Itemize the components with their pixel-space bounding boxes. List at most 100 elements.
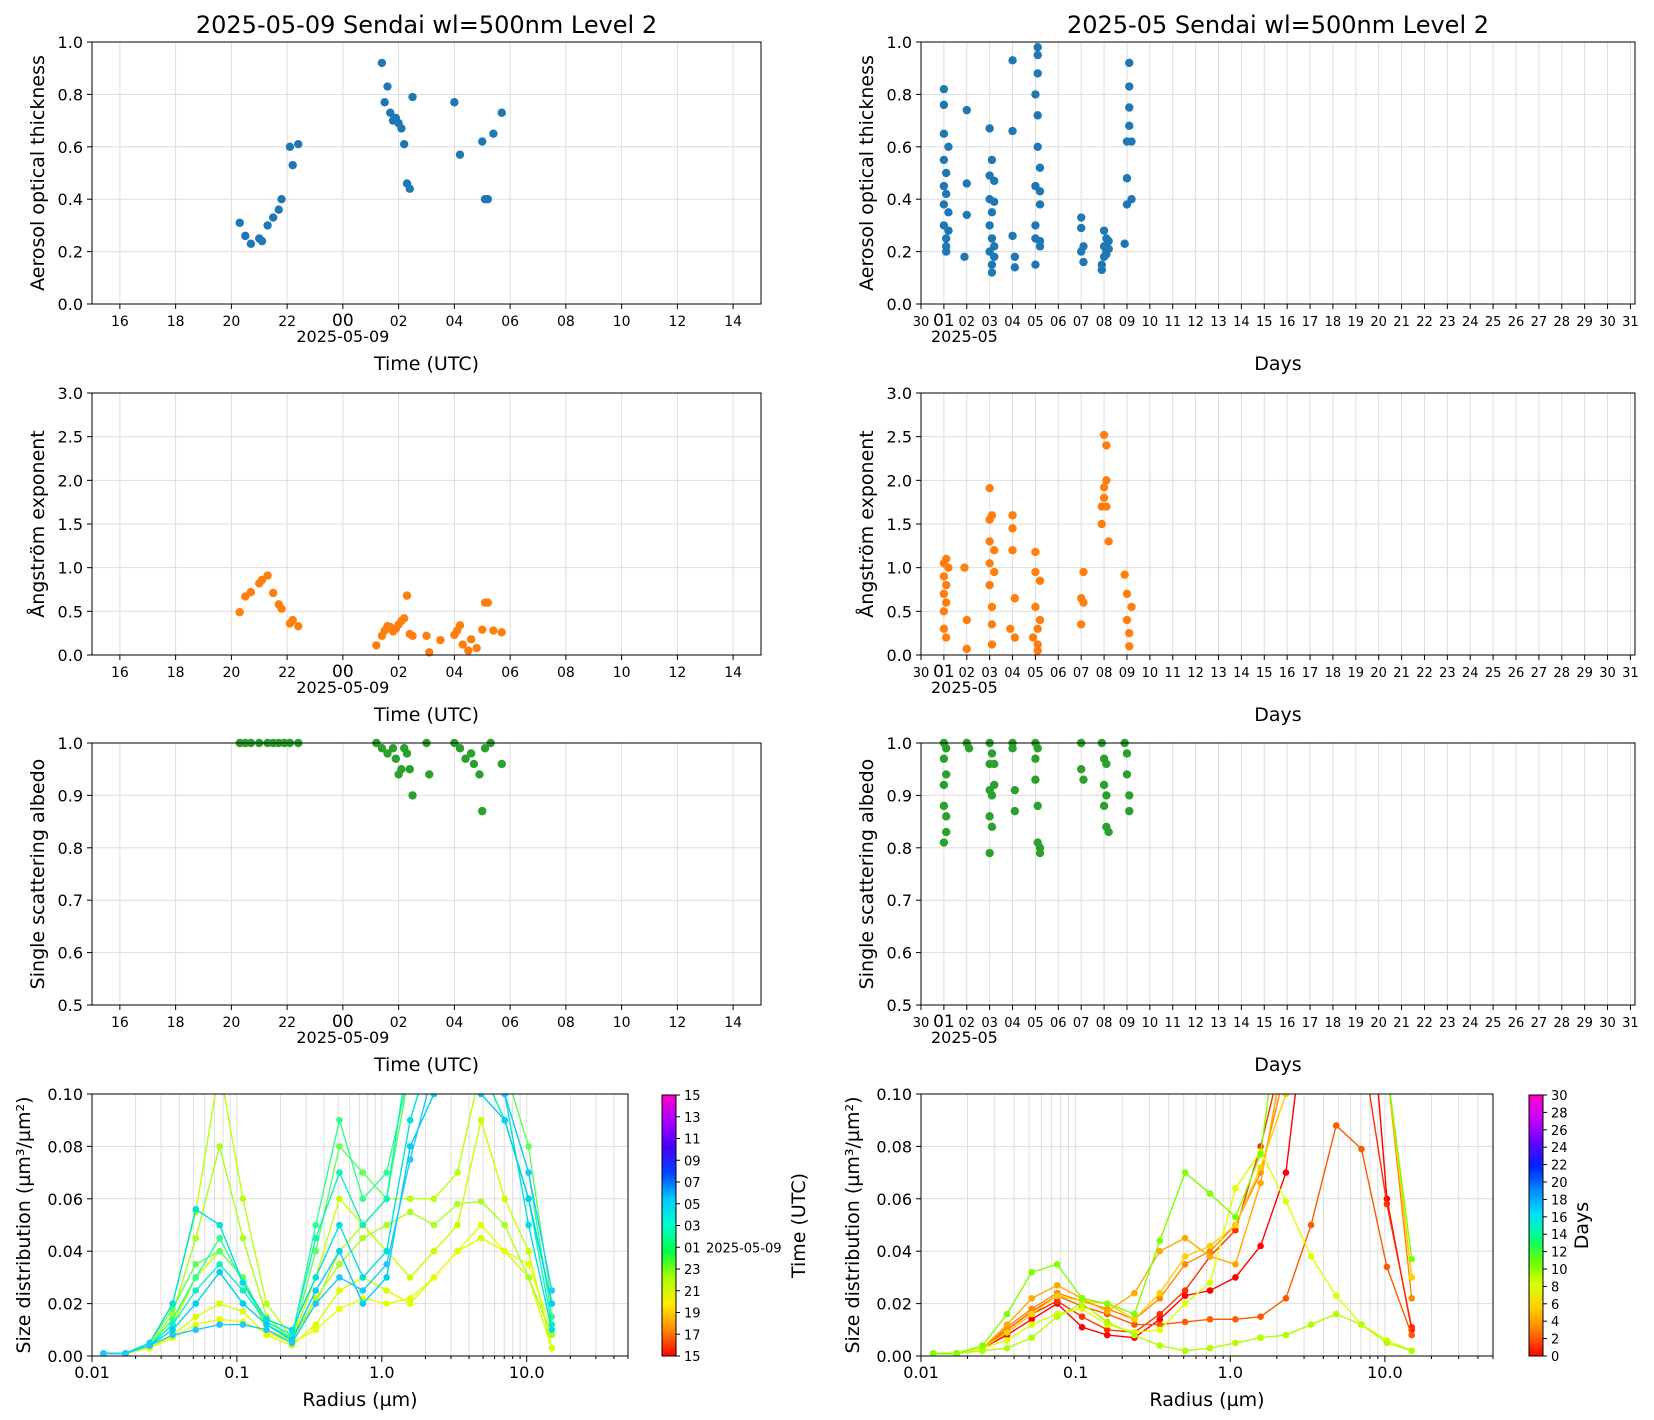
- x-tick-label: 14: [724, 1015, 742, 1031]
- data-point: [1035, 242, 1045, 251]
- data-point: [1076, 213, 1086, 222]
- data-point: [239, 1300, 247, 1307]
- data-point: [1408, 1347, 1415, 1355]
- colorbar-tick-label: 15: [684, 1089, 701, 1104]
- x-tick-label: 13: [1210, 315, 1227, 330]
- data-point: [406, 1116, 414, 1124]
- y-tick-label: 0.04: [47, 1242, 83, 1261]
- data-point: [1003, 1310, 1011, 1318]
- x-tick-label: 11: [1164, 315, 1181, 330]
- data-point: [939, 780, 949, 790]
- plot-frame: [91, 742, 762, 1006]
- data-point: [1097, 519, 1106, 529]
- data-point: [990, 780, 999, 790]
- data-point: [1308, 907, 1315, 914]
- data-point: [1308, 960, 1315, 967]
- data-point: [454, 1169, 461, 1176]
- data-point: [1099, 801, 1109, 811]
- data-point: [962, 615, 971, 625]
- x-tick-label: 18: [1325, 1016, 1342, 1031]
- data-point: [431, 1012, 438, 1019]
- data-point: [548, 1331, 556, 1339]
- data-point: [1125, 121, 1134, 131]
- data-point: [1125, 791, 1134, 800]
- x-tick-label: 14: [724, 665, 742, 681]
- y-axis-label: Aerosol optical thickness: [27, 55, 49, 291]
- x-tick-label: 31: [1622, 666, 1639, 681]
- colorbar-tick-label: 14: [1551, 1228, 1568, 1243]
- data-point: [501, 1247, 509, 1255]
- data-point: [458, 640, 467, 649]
- y-tick-label: 0.10: [47, 1085, 83, 1104]
- x-tick-label: 19: [1348, 315, 1365, 330]
- series-line: [933, 1094, 1413, 1355]
- y-tick-label: 0.10: [876, 1085, 912, 1104]
- data-point: [1122, 615, 1132, 625]
- data-point: [1035, 576, 1045, 585]
- data-point: [1010, 263, 1020, 272]
- x-tick-label: 00: [332, 311, 354, 331]
- data-point: [1003, 1321, 1011, 1328]
- data-point: [501, 1195, 509, 1203]
- data-point: [1033, 69, 1042, 78]
- data-point: [960, 252, 969, 262]
- data-point: [1127, 137, 1136, 146]
- colorbar-label: Time (UTC): [788, 1173, 810, 1279]
- data-point: [489, 129, 498, 138]
- data-point: [192, 1321, 200, 1328]
- y-tick-label: 0.04: [876, 1242, 912, 1261]
- data-point: [406, 1208, 414, 1216]
- data-point: [1122, 770, 1132, 779]
- data-point: [1333, 986, 1340, 993]
- data-point: [1408, 1295, 1415, 1302]
- series-line: [103, 1094, 553, 1355]
- data-point: [1181, 1234, 1189, 1242]
- data-point: [990, 197, 999, 207]
- monthly_aot-panel: 0.00.20.40.60.81.030 01 02 03 04 05 06 07 08 09 10…: [856, 11, 1639, 375]
- data-point: [216, 1268, 223, 1276]
- data-point: [1028, 1334, 1036, 1341]
- data-point: [464, 646, 473, 655]
- data-point: [1003, 1336, 1011, 1344]
- x-axis-label: Days: [1254, 353, 1301, 375]
- x-tick-label: 06: [501, 665, 519, 681]
- x-tick-label: 22: [278, 665, 296, 681]
- series-line: [103, 1094, 553, 1355]
- y-tick-label: 1.0: [887, 559, 912, 578]
- plot-frame: [920, 742, 1636, 1006]
- data-point: [987, 749, 997, 758]
- data-point: [1008, 56, 1017, 65]
- data-point: [430, 1247, 438, 1255]
- data-point: [239, 1308, 247, 1315]
- data-point: [962, 105, 971, 115]
- colorbar-tick-label: 17: [684, 1328, 701, 1343]
- data-point: [1033, 646, 1042, 655]
- x-tick-label: 30: [913, 666, 930, 681]
- data-point: [1103, 1318, 1111, 1326]
- data-point: [263, 571, 272, 580]
- data-point: [336, 1169, 343, 1176]
- colorbar-tick-label: 16: [1551, 1211, 1568, 1226]
- data-point: [1384, 1065, 1391, 1072]
- x-tick-label: 22: [1416, 1016, 1433, 1031]
- data-point: [990, 567, 999, 577]
- x-tick-label: 18: [167, 1015, 185, 1031]
- data-point: [1103, 1331, 1111, 1339]
- data-point: [1156, 1316, 1164, 1323]
- data-point: [1010, 252, 1020, 262]
- data-point: [430, 1195, 438, 1203]
- y-tick-label: 2.0: [887, 471, 912, 490]
- y-tick-label: 0.08: [876, 1137, 912, 1156]
- x-tick-label: 24: [1462, 1016, 1479, 1031]
- data-point: [406, 1295, 414, 1302]
- data-point: [239, 1287, 247, 1294]
- y-tick-label: 0.0: [887, 646, 912, 665]
- data-point: [939, 200, 949, 209]
- data-point: [402, 749, 412, 758]
- colorbar-label: Days: [1571, 1202, 1593, 1249]
- y-axis-label: Ångström exponent: [26, 430, 49, 618]
- data-point: [192, 1300, 200, 1307]
- data-point: [122, 1350, 129, 1356]
- data-point: [1033, 744, 1042, 753]
